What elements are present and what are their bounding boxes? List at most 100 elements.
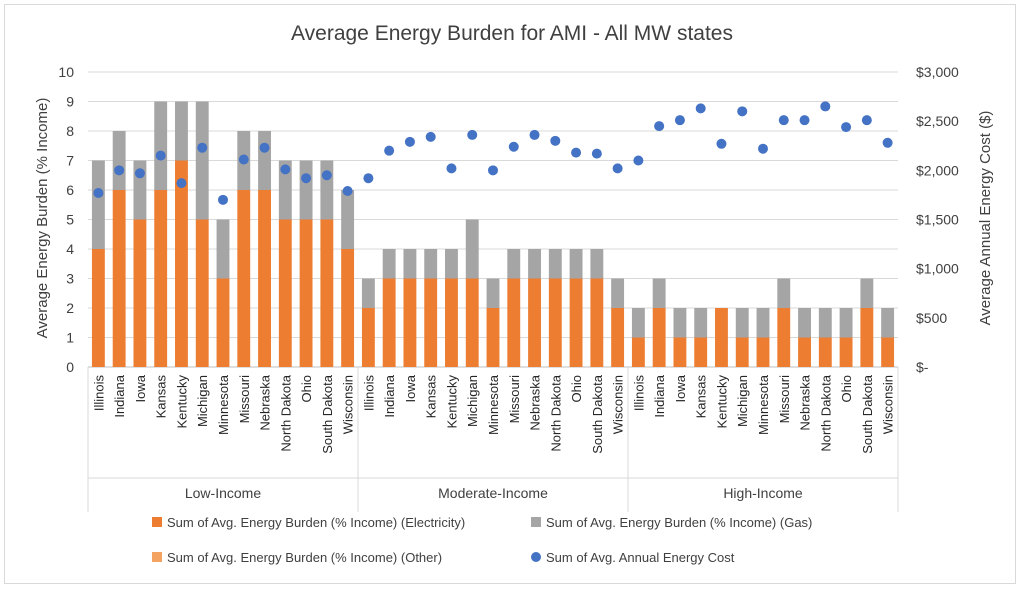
category-label: Minnesota [756, 374, 771, 435]
cost-point [259, 142, 270, 153]
cost-point [841, 122, 852, 133]
cost-point [280, 164, 291, 175]
bar-electricity [881, 337, 895, 367]
group-label: High-Income [723, 485, 803, 501]
bar-gas [548, 249, 562, 279]
cost-points [93, 101, 893, 205]
category-label: Indiana [112, 374, 127, 417]
category-label: Nebraska [798, 374, 813, 430]
bar-electricity [382, 278, 396, 367]
bar-electricity [715, 308, 728, 367]
bar-electricity [91, 249, 105, 367]
category-label: South Dakota [590, 374, 605, 454]
bar-gas [673, 308, 687, 338]
bar-electricity [528, 278, 541, 367]
legend-label: Sum of Avg. Annual Energy Cost [546, 550, 735, 565]
bar-gas [756, 308, 770, 338]
bar-gas [361, 278, 375, 308]
y2-tick-label: $2,000 [916, 162, 959, 178]
cost-point [591, 148, 602, 159]
cost-point [93, 187, 104, 198]
category-label: Illinois [91, 375, 106, 412]
category-label: Minnesota [486, 374, 501, 435]
bar-electricity [175, 160, 188, 367]
legend-swatch [531, 517, 541, 527]
bar-gas [631, 308, 645, 338]
category-label: Kentucky [174, 375, 189, 429]
legend: Sum of Avg. Energy Burden (% Income) (El… [152, 515, 812, 565]
y-tick-label: 9 [66, 94, 74, 110]
cost-point [238, 154, 249, 165]
category-label: Wisconsin [881, 375, 896, 434]
bar-electricity [216, 278, 230, 367]
bar-electricity [839, 337, 853, 367]
y2-tick-label: $- [916, 359, 929, 375]
y2-tick-label: $500 [916, 310, 947, 326]
cost-point [529, 129, 540, 140]
cost-point [114, 165, 125, 176]
category-label: South Dakota [860, 374, 875, 454]
bar-gas [694, 308, 708, 338]
category-label: North Dakota [548, 374, 563, 451]
bar-gas [112, 131, 126, 190]
y2-tick-label: $1,500 [916, 212, 959, 228]
cost-point [508, 141, 519, 152]
y-tick-label: 5 [66, 212, 74, 228]
category-label: Kansas [694, 375, 709, 419]
y-tick-label: 3 [66, 271, 74, 287]
bar-electricity [507, 278, 521, 367]
bar-gas [258, 131, 271, 190]
category-label: Kansas [154, 375, 169, 419]
category-label: Michigan [465, 375, 480, 427]
bar-electricity [818, 337, 832, 367]
bar-gas [299, 160, 313, 220]
legend-swatch [152, 517, 162, 527]
legend-label: Sum of Avg. Energy Burden (% Income) (Ga… [546, 515, 812, 530]
bar-electricity [631, 337, 645, 367]
bars [91, 101, 895, 367]
category-label: Wisconsin [341, 375, 356, 434]
cost-point [633, 155, 644, 166]
bar-electricity [694, 337, 708, 367]
bar-gas [569, 249, 583, 279]
cost-point [820, 101, 831, 112]
bar-electricity [341, 249, 355, 367]
group-labels: Low-Income Moderate-Income High-Income [87, 367, 899, 512]
bar-electricity [361, 308, 375, 367]
bar-gas [91, 160, 105, 249]
legend-label: Sum of Avg. Energy Burden (% Income) (Ot… [167, 550, 442, 565]
bar-electricity [652, 308, 666, 367]
cost-point [799, 115, 810, 126]
bar-gas [486, 278, 500, 308]
bar-electricity [258, 190, 271, 367]
cost-point [488, 165, 498, 176]
cost-point [218, 194, 228, 205]
cost-point [778, 115, 789, 126]
bar-gas [445, 249, 458, 279]
bar-gas [403, 249, 417, 279]
bar-gas [341, 190, 355, 249]
bar-gas [154, 101, 168, 190]
cost-point [363, 173, 374, 184]
bar-gas [507, 249, 521, 279]
cost-point [612, 163, 623, 174]
bar-electricity [486, 308, 500, 367]
bar-electricity [465, 278, 479, 367]
category-label: Ohio [839, 375, 854, 402]
bar-electricity [860, 308, 874, 367]
bar-electricity [590, 278, 604, 367]
bar-gas [798, 308, 811, 338]
bar-electricity [445, 278, 458, 367]
bar-gas [175, 101, 188, 161]
cost-point [467, 129, 478, 140]
y2-tick-label: $1,000 [916, 261, 959, 277]
y-tick-label: 6 [66, 182, 74, 198]
bar-electricity [673, 337, 687, 367]
bar-gas [818, 308, 832, 338]
bar-gas [735, 308, 749, 338]
bar-electricity [112, 190, 126, 367]
cost-point [134, 168, 145, 179]
category-label: Ohio [299, 375, 314, 402]
category-label: Missouri [237, 375, 252, 424]
